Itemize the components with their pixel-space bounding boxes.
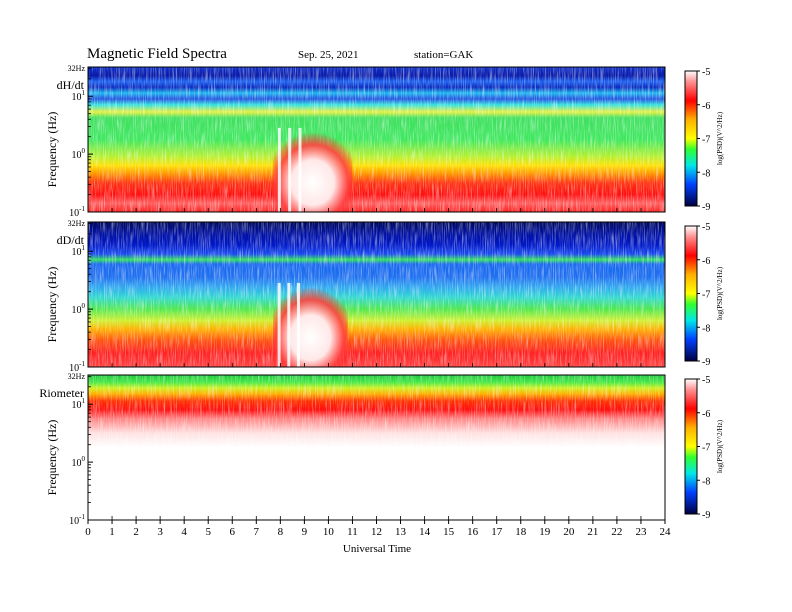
colorbar-label: log(PSD)(V^2/Hz) — [716, 266, 724, 320]
x-tick-label: 21 — [587, 526, 598, 538]
y-axis-label: Frequency (Hz) — [45, 112, 59, 188]
spectrogram-texture — [88, 222, 665, 367]
burst-spike — [287, 282, 291, 367]
colorbar-tick-label: -9 — [702, 202, 710, 213]
y-tick-label: 100 — [72, 455, 86, 469]
colorbar — [684, 225, 698, 362]
colorbar-label: log(PSD)(V^2/Hz) — [716, 419, 724, 473]
spectrogram-texture — [88, 67, 665, 212]
colorbar-tick-label: -7 — [702, 135, 710, 146]
x-tick-label: 7 — [254, 526, 260, 538]
y-top-label: 32Hz — [68, 372, 86, 381]
y-top-label: 32Hz — [68, 219, 86, 228]
colorbar-tick-label: -5 — [702, 375, 710, 386]
colorbar-tick-label: -5 — [702, 222, 710, 233]
colorbar-tick-label: -6 — [702, 409, 710, 420]
y-axis-label: Frequency (Hz) — [45, 420, 59, 496]
burst-spike — [296, 282, 300, 367]
panel-label: dH/dt — [57, 78, 85, 92]
x-tick-label: 10 — [323, 526, 335, 538]
x-tick-label: 23 — [635, 526, 647, 538]
x-tick-label: 9 — [302, 526, 308, 538]
x-tick-label: 8 — [278, 526, 284, 538]
panel-label: Riometer — [39, 386, 84, 400]
x-tick-label: 17 — [491, 526, 503, 538]
colorbar — [684, 70, 698, 207]
colorbar-tick-label: -6 — [702, 256, 710, 267]
x-tick-label: 20 — [563, 526, 575, 538]
colorbar — [684, 378, 698, 515]
x-tick-label: 18 — [515, 526, 527, 538]
x-tick-label: 4 — [181, 526, 187, 538]
x-tick-label: 11 — [347, 526, 358, 538]
colorbar-tick-label: -7 — [702, 443, 710, 454]
y-tick-label: 10-1 — [69, 513, 85, 527]
burst-spike — [277, 127, 281, 212]
burst-spike — [277, 282, 281, 367]
x-tick-label: 19 — [539, 526, 551, 538]
y-tick-label: 100 — [72, 302, 86, 316]
burst-spike — [298, 127, 302, 212]
spectrogram-texture — [88, 375, 665, 520]
y-top-label: 32Hz — [68, 64, 86, 73]
y-tick-label: 100 — [72, 147, 86, 161]
x-tick-label: 15 — [443, 526, 455, 538]
burst-feature-1 — [273, 127, 353, 212]
figure-date: Sep. 25, 2021 — [298, 49, 359, 61]
colorbar-tick-label: -9 — [702, 357, 710, 368]
panel-label: dD/dt — [57, 233, 85, 247]
x-tick-label: 1 — [109, 526, 115, 538]
colorbar-tick-label: -9 — [702, 510, 710, 521]
colorbar-tick-label: -5 — [702, 67, 710, 78]
colorbar-label: log(PSD)(V^2/Hz) — [716, 111, 724, 165]
x-tick-label: 3 — [157, 526, 163, 538]
colorbar-tick-label: -8 — [702, 476, 710, 487]
colorbar-tick-label: -6 — [702, 101, 710, 112]
y-tick-label: 10-1 — [69, 205, 85, 219]
x-tick-label: 16 — [467, 526, 479, 538]
burst-feature-1 — [273, 282, 348, 367]
y-axis-label: Frequency (Hz) — [45, 267, 59, 343]
burst-spike — [288, 127, 292, 212]
x-tick-label: 24 — [660, 526, 672, 538]
figure-station: station=GAK — [414, 49, 473, 61]
x-tick-label: 0 — [85, 526, 91, 538]
figure-title: Magnetic Field Spectra — [87, 46, 227, 62]
x-tick-label: 13 — [395, 526, 407, 538]
colorbar-tick-label: -7 — [702, 290, 710, 301]
x-tick-label: 2 — [133, 526, 139, 538]
x-tick-label: 14 — [419, 526, 431, 538]
x-tick-label: 12 — [371, 526, 382, 538]
x-axis-label: Universal Time — [343, 543, 411, 555]
x-tick-label: 6 — [230, 526, 236, 538]
colorbar-tick-label: -8 — [702, 168, 710, 179]
colorbar-tick-label: -8 — [702, 323, 710, 334]
x-tick-label: 22 — [611, 526, 622, 538]
x-tick-label: 5 — [205, 526, 211, 538]
